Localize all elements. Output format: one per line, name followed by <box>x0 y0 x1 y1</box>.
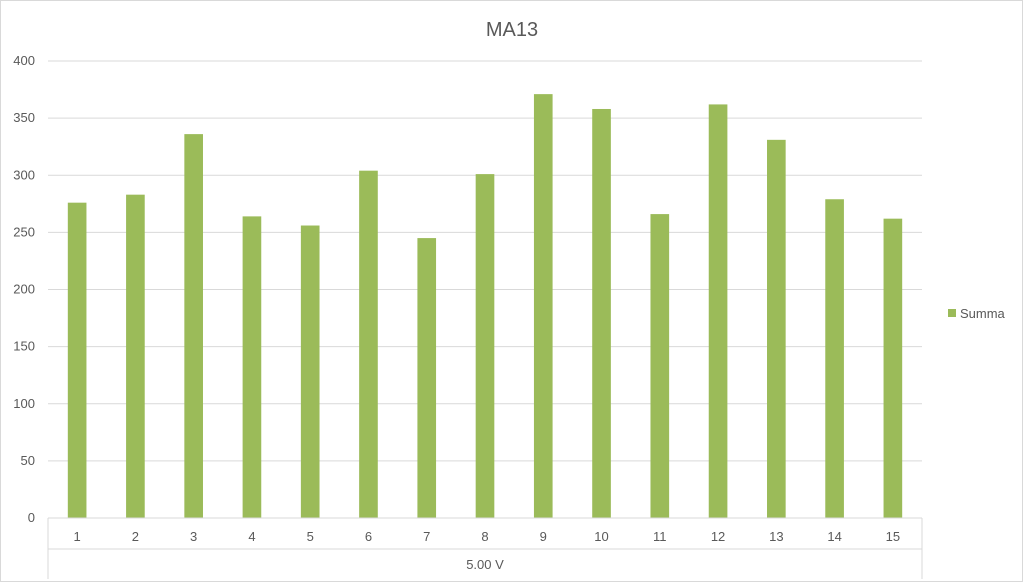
y-axis: 0 50 100 150 200 250 300 350 400 <box>13 53 35 525</box>
bar-14 <box>825 199 844 518</box>
y-tick-label-400: 400 <box>13 53 35 68</box>
bar-5 <box>300 225 320 518</box>
x-tick-label-8: 8 <box>481 529 488 544</box>
x-axis: 1 2 3 4 5 6 7 8 9 10 11 12 13 14 15 <box>47 517 923 579</box>
bar-13 <box>767 139 786 518</box>
x-tick-label-14: 14 <box>827 529 841 544</box>
bar-9 <box>533 94 553 518</box>
bar-1 <box>67 202 87 519</box>
x-tick-label-4: 4 <box>248 529 255 544</box>
x-tick-label-1: 1 <box>74 529 81 544</box>
x-axis-group-label: 5.00 V <box>466 557 504 572</box>
bars <box>67 94 903 519</box>
x-tick-label-12: 12 <box>711 529 725 544</box>
x-tick-label-2: 2 <box>132 529 139 544</box>
bar-6 <box>359 170 378 518</box>
y-tick-label-150: 150 <box>13 339 35 354</box>
bar-7 <box>417 238 437 518</box>
bar-3 <box>184 134 203 518</box>
legend: Summa <box>948 306 1006 321</box>
x-tick-label-3: 3 <box>190 529 197 544</box>
x-tick-label-15: 15 <box>886 529 900 544</box>
x-tick-label-9: 9 <box>540 529 547 544</box>
y-tick-label-350: 350 <box>13 110 35 125</box>
y-tick-label-200: 200 <box>13 282 35 297</box>
y-tick-label-300: 300 <box>13 167 35 182</box>
x-tick-label-11: 11 <box>653 529 667 544</box>
bar-4 <box>242 216 262 518</box>
x-tick-label-5: 5 <box>307 529 314 544</box>
y-tick-label-50: 50 <box>21 453 35 468</box>
legend-swatch-summa <box>948 309 956 317</box>
chart-title: MA13 <box>486 19 538 41</box>
x-tick-label-10: 10 <box>594 529 608 544</box>
x-tick-label-7: 7 <box>423 529 430 544</box>
bar-2 <box>126 194 145 519</box>
bar-15 <box>883 218 903 519</box>
y-tick-label-0: 0 <box>28 510 35 525</box>
bar-8 <box>475 174 495 519</box>
y-tick-label-250: 250 <box>13 224 35 239</box>
x-tick-label-6: 6 <box>365 529 372 544</box>
bar-11 <box>650 214 670 518</box>
y-tick-label-100: 100 <box>13 396 35 411</box>
bar-12 <box>708 104 728 518</box>
legend-label-summa: Summa <box>960 306 1006 321</box>
bar-10 <box>592 108 611 519</box>
x-tick-label-13: 13 <box>769 529 783 544</box>
